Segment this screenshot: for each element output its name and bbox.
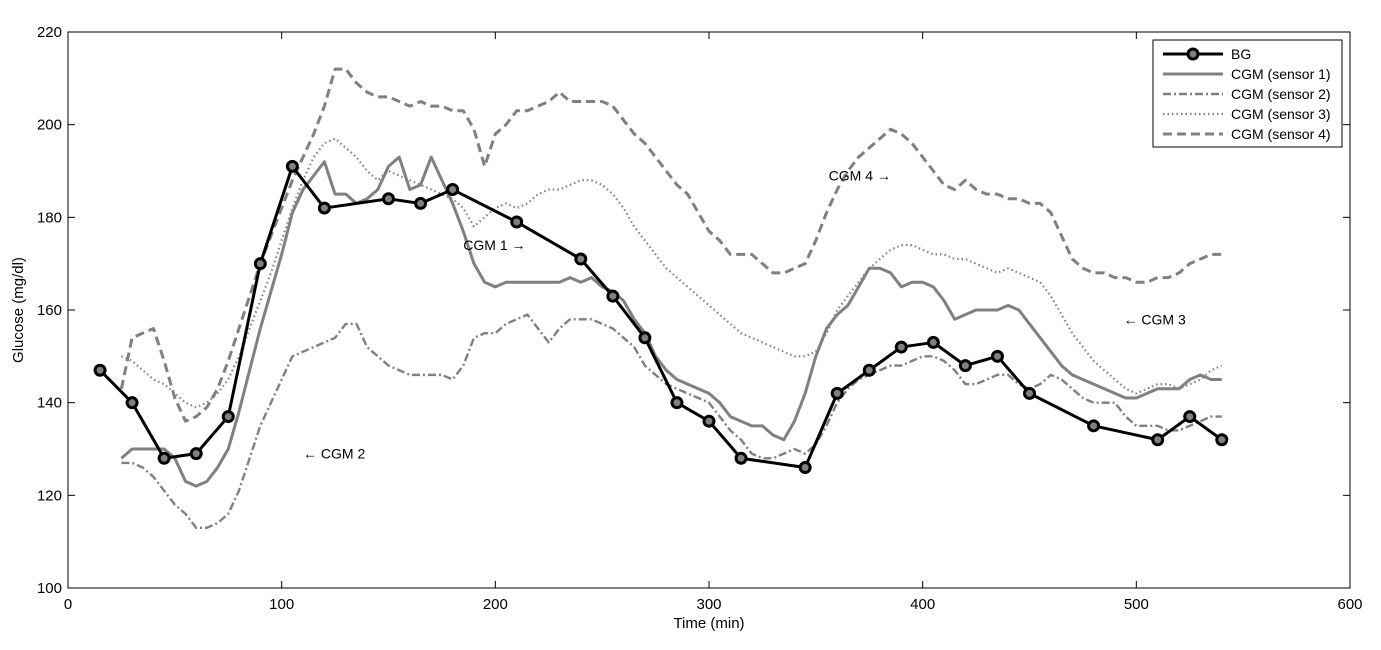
series-line-cgm-sensor-1 [120,155,1222,488]
x-tick-label: 100 [269,596,294,613]
bg-point [702,414,716,428]
bg-point [510,215,524,229]
bg-point [606,289,620,303]
legend-label-sensor2: CGM (sensor 2) [1231,86,1331,102]
x-tick-label: 500 [1124,596,1149,613]
series-line-cgm-sensor-4 [119,67,1222,423]
bg-point [285,159,299,173]
legend: BG CGM (sensor 1) CGM (sensor 2) CGM (se… [1152,39,1343,148]
x-axis-label: Time (min) [673,615,744,632]
series-layer [93,67,1229,529]
y-tick-label: 180 [37,209,62,226]
series-line-cgm-sensor-2 [121,313,1222,529]
bg-point [862,363,876,377]
bg-point [574,252,588,266]
bg-point [1183,410,1197,424]
y-tick-label: 100 [37,580,62,597]
bg-point [638,331,652,345]
bg-point [1151,433,1165,447]
bg-point [670,396,684,410]
annotation-layer: CGM 1 → ← CGM 2 ← CGM 3 CGM 4 → [303,168,1186,462]
plot-area [67,31,1351,589]
bg-point [125,396,139,410]
bg-point [990,349,1004,363]
bg-point [382,192,395,206]
bg-point [446,183,460,197]
bg-point [253,257,267,271]
bg-point [317,201,331,215]
bg-point [1215,433,1229,447]
legend-label-sensor1: CGM (sensor 1) [1231,66,1331,82]
y-tick-label: 120 [37,487,62,504]
bg-point [93,363,107,377]
bg-point [189,447,203,461]
legend-box [1152,39,1343,148]
series-line-cgm-sensor-3 [120,137,1223,409]
y-tick-label: 200 [37,117,62,134]
bg-point [798,461,812,475]
y-tick-label: 140 [37,395,62,412]
bg-point [1023,386,1036,400]
bg-point [958,359,972,373]
bg-point [734,451,748,465]
legend-label-bg: BG [1231,46,1251,62]
series-line-bg [98,164,1223,470]
annotation-label: CGM 4 → [829,168,891,184]
bg-point [926,335,940,349]
bg-point [157,451,171,465]
x-tick-label: 0 [64,596,72,613]
bg-point [830,386,844,400]
bg-point [1087,419,1101,433]
annotation-label: CGM 1 → [463,237,525,253]
x-tick-label: 400 [910,596,935,613]
bg-point [894,340,908,354]
bg-point [221,410,235,424]
annotation-label: ← CGM 3 [1124,311,1186,327]
legend-marker-bg [1186,47,1200,61]
y-tick-label: 220 [37,24,62,41]
x-tick-label: 200 [483,596,508,613]
y-axis-label: Glucose (mg/dl) [10,257,27,363]
annotation-label: ← CGM 2 [303,446,365,462]
y-tick-label: 160 [37,302,62,319]
legend-label-sensor4: CGM (sensor 4) [1231,126,1331,142]
legend-label-sensor3: CGM (sensor 3) [1231,106,1331,122]
x-tick-label: 600 [1337,596,1362,613]
x-tick-label: 300 [696,596,721,613]
bg-point [414,196,428,210]
